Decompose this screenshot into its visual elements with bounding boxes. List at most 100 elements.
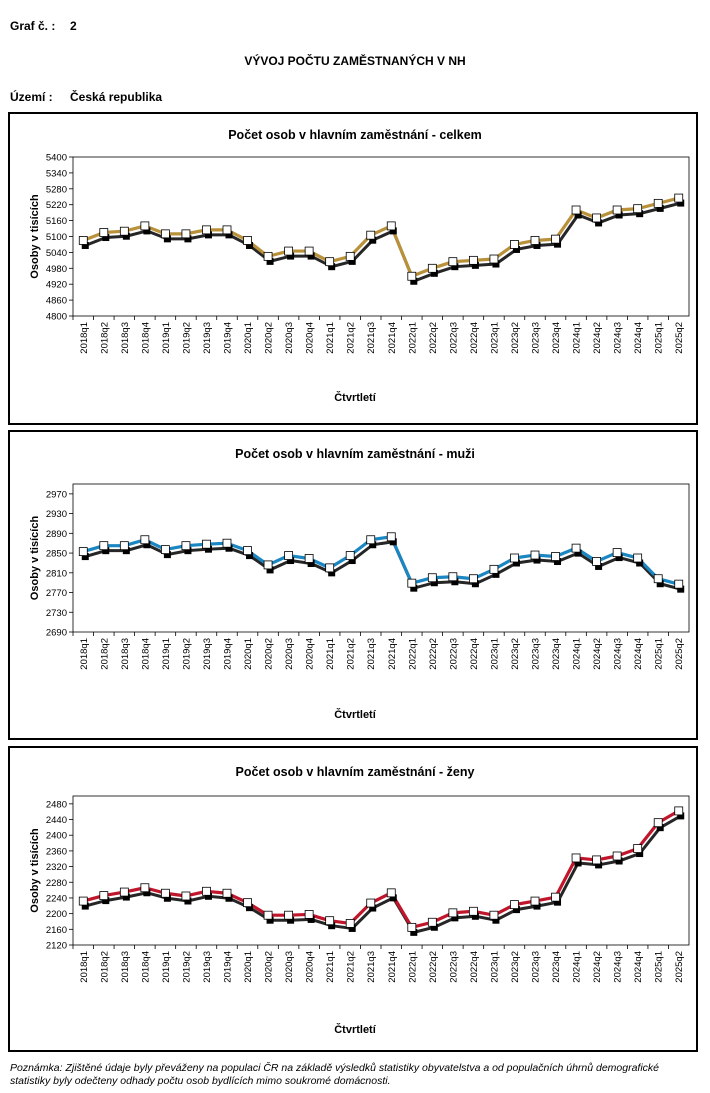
x-tick-label: 2021q1 xyxy=(325,951,336,983)
data-point-shadow xyxy=(163,894,171,902)
y-axis-label: Osoby v tisících xyxy=(29,516,41,601)
data-point-shadow xyxy=(184,897,192,905)
data-point xyxy=(489,564,499,574)
data-point-shadow xyxy=(410,584,418,592)
data-point xyxy=(592,557,601,566)
data-point-shadow xyxy=(574,211,582,219)
data-point-shadow xyxy=(246,241,254,249)
x-tick-label: 2024q1 xyxy=(572,322,583,354)
data-point-shadow xyxy=(204,545,212,553)
x-tick-label: 2022q1 xyxy=(407,951,418,983)
y-axis-label: Osoby v tisících xyxy=(29,828,41,913)
x-tick-label: 2024q4 xyxy=(633,638,644,670)
data-point xyxy=(181,891,191,901)
x-tick-label: 2023q1 xyxy=(489,951,500,983)
data-point-shadow xyxy=(492,570,500,578)
x-tick-label: 2025q1 xyxy=(654,322,665,354)
footnote: Poznámka: Zjištěné údaje byly převáženy … xyxy=(10,1062,660,1087)
data-point-shadow xyxy=(143,541,151,549)
chart-men: Počet osob v hlavním zaměstnání - muži 26… xyxy=(29,447,690,721)
territory-value: Česká republika xyxy=(70,90,163,104)
y-tick-label: 2400 xyxy=(46,831,67,842)
data-point xyxy=(551,892,560,902)
x-tick-label: 2023q4 xyxy=(551,638,562,670)
y-tick-label: 2440 xyxy=(46,815,67,826)
x-tick-label: 2019q1 xyxy=(161,322,172,354)
data-point xyxy=(304,246,314,256)
x-tick-label: 2018q2 xyxy=(99,322,110,354)
data-point-shadow xyxy=(574,549,582,557)
y-tick-label: 5340 xyxy=(46,168,67,179)
x-tick-label: 2022q3 xyxy=(448,951,459,983)
data-point xyxy=(263,560,273,570)
data-point xyxy=(99,228,109,237)
data-point xyxy=(530,550,540,560)
data-point xyxy=(633,204,643,214)
x-tick-label: 2023q3 xyxy=(531,322,542,354)
data-point-shadow xyxy=(471,912,479,920)
data-point-shadow xyxy=(595,861,603,869)
x-tick-label: 2019q2 xyxy=(181,951,192,983)
data-point-shadow xyxy=(143,227,151,235)
data-point-shadow xyxy=(554,898,562,906)
y-tick-label: 2970 xyxy=(46,489,67,500)
data-point xyxy=(140,883,150,893)
data-point-shadow xyxy=(656,580,664,588)
data-point xyxy=(489,910,499,920)
data-point xyxy=(427,917,437,927)
data-point xyxy=(284,551,294,560)
data-point-shadow xyxy=(471,580,479,588)
data-point xyxy=(427,263,437,273)
x-tick-label: 2020q1 xyxy=(243,322,254,354)
graph-label: Graf č. : xyxy=(10,19,56,33)
data-point xyxy=(366,898,376,908)
x-tick-label: 2019q3 xyxy=(202,322,213,354)
data-point xyxy=(119,887,129,897)
data-point-shadow xyxy=(451,578,459,586)
data-point xyxy=(386,532,396,542)
x-tick-label: 2022q4 xyxy=(469,951,480,983)
x-tick-label: 2024q3 xyxy=(613,638,624,670)
chart-title: Počet osob v hlavním zaměstnání - ženy xyxy=(236,765,475,779)
data-point-shadow xyxy=(512,245,520,253)
data-point xyxy=(674,806,684,816)
data-point xyxy=(345,551,355,560)
data-point xyxy=(674,193,684,203)
data-point xyxy=(202,225,211,235)
y-tick-label: 4980 xyxy=(46,264,67,275)
x-tick-label: 2024q3 xyxy=(613,951,624,983)
x-tick-label: 2019q3 xyxy=(202,638,213,670)
data-point xyxy=(448,572,458,582)
data-point-shadow xyxy=(348,257,356,265)
x-tick-label: 2025q1 xyxy=(654,951,665,983)
x-tick-label: 2020q3 xyxy=(284,322,295,354)
x-tick-label: 2021q1 xyxy=(325,638,336,670)
data-point-shadow xyxy=(471,261,479,269)
data-point-shadow xyxy=(122,547,130,555)
data-point xyxy=(612,851,622,861)
x-tick-label: 2021q2 xyxy=(346,638,357,670)
y-tick-label: 5280 xyxy=(46,184,67,195)
data-point-shadow xyxy=(307,252,315,260)
data-point xyxy=(181,229,191,239)
data-point xyxy=(633,844,643,853)
x-tick-label: 2020q1 xyxy=(243,638,254,670)
x-tick-label: 2018q4 xyxy=(140,951,151,983)
x-tick-label: 2022q3 xyxy=(448,638,459,670)
data-point xyxy=(407,271,417,281)
data-point xyxy=(653,574,663,584)
data-point xyxy=(181,541,191,551)
data-point-shadow xyxy=(287,252,295,260)
y-tick-label: 2480 xyxy=(46,799,67,810)
data-point xyxy=(119,541,129,551)
y-tick-label: 5100 xyxy=(46,232,67,243)
x-tick-label: 2020q1 xyxy=(243,951,254,983)
chart-title: Počet osob v hlavním zaměstnání - celkem xyxy=(228,128,482,142)
data-point xyxy=(386,221,396,231)
data-point-shadow xyxy=(574,859,582,867)
data-point xyxy=(99,891,109,900)
x-tick-label: 2021q4 xyxy=(387,951,398,983)
data-point xyxy=(407,922,417,932)
data-point-shadow xyxy=(122,893,130,901)
x-axis-label: Čtvrtletí xyxy=(334,708,377,721)
